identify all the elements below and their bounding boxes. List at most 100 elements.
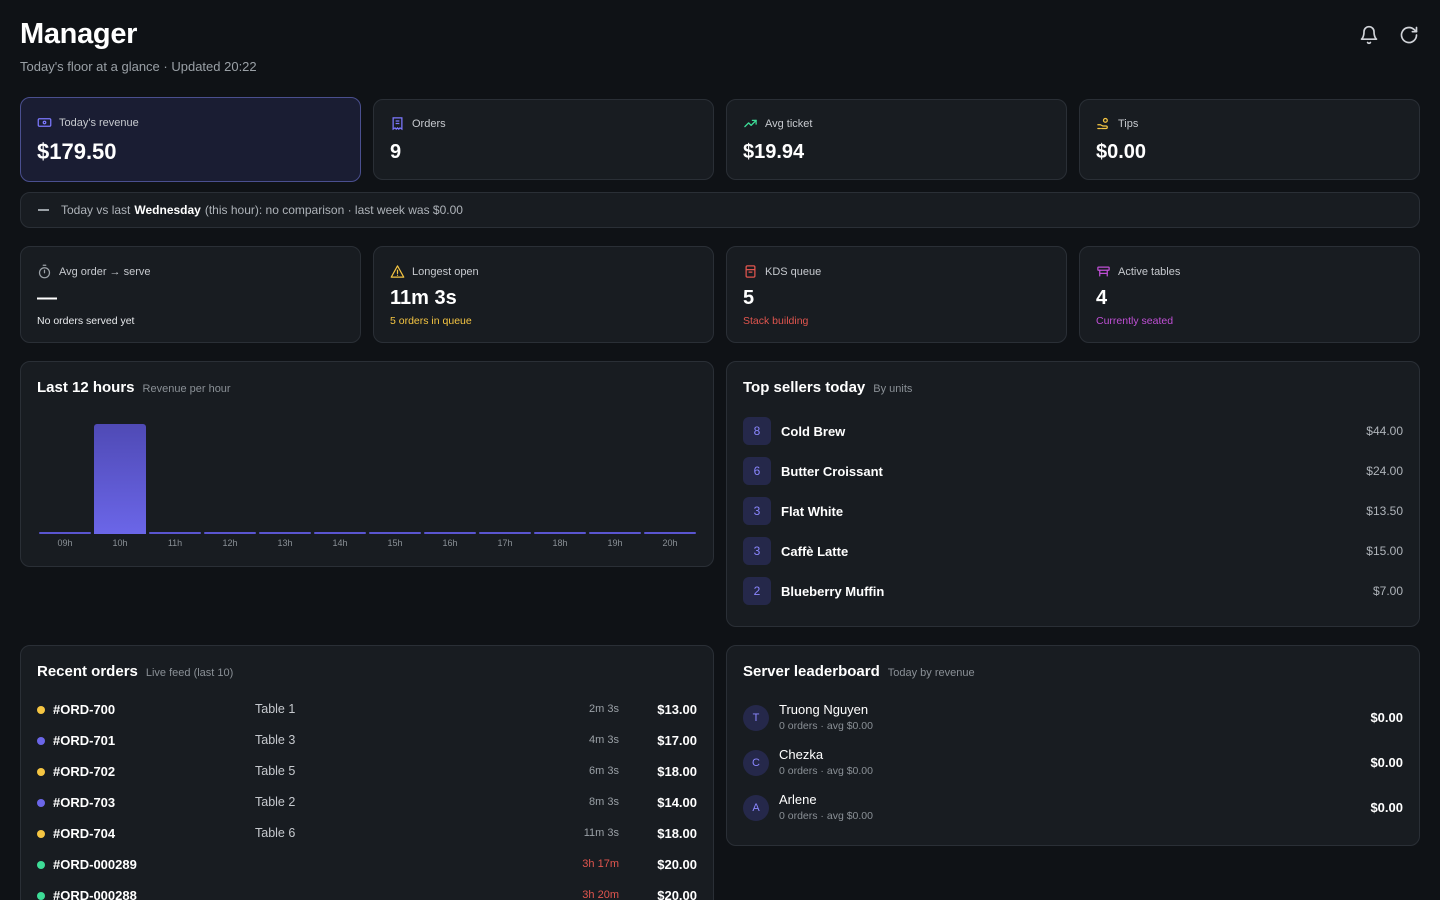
stat-label-text: Longest open — [412, 265, 479, 278]
stat-value: 9 — [390, 141, 402, 163]
bar-16h[interactable] — [424, 422, 476, 534]
stat-card-revenue[interactable]: Today's revenue $179.50 — [20, 97, 361, 182]
leaderboard-subtitle: Today by revenue — [887, 667, 975, 679]
bar-14h[interactable] — [314, 422, 366, 534]
seller-row[interactable]: 2 Blueberry Muffin $7.00 — [743, 577, 1403, 605]
panel-title: Last 12 hours Revenue per hour — [37, 379, 231, 396]
receipt-icon — [392, 117, 403, 131]
panel-title: Recent orders Live feed (last 10) — [37, 663, 233, 680]
server-leaderboard-panel: Server leaderboard Today by revenue T Tr… — [726, 645, 1420, 846]
server-row[interactable]: C Chezka 0 orders · avg $0.00 $0.00 — [743, 747, 1403, 781]
order-age: 3h 20m — [582, 889, 619, 900]
order-amount: $17.00 — [657, 733, 697, 748]
bar-09h[interactable] — [39, 422, 91, 534]
panel-title: Top sellers today By units — [743, 379, 912, 396]
order-row[interactable]: #ORD-703 Table 2 8m 3s $14.00 — [37, 793, 697, 813]
bar-15h[interactable] — [369, 422, 421, 534]
seller-name: Blueberry Muffin — [781, 583, 885, 599]
status-dot — [37, 892, 45, 900]
bar-fill — [589, 532, 641, 534]
page-header: Manager Today's floor at a glance · Upda… — [20, 18, 1420, 82]
x-tick-label: 17h — [497, 538, 513, 548]
order-id: #ORD-000289 — [53, 857, 137, 872]
order-row[interactable]: #ORD-000288 3h 20m $20.00 — [37, 886, 697, 900]
bar-13h[interactable] — [259, 422, 311, 534]
bar-fill — [94, 424, 146, 534]
seller-row[interactable]: 6 Butter Croissant $24.00 — [743, 457, 1403, 485]
order-row[interactable]: #ORD-702 Table 5 6m 3s $18.00 — [37, 762, 697, 782]
recent-orders-title: Recent orders — [37, 663, 138, 680]
bar-fill — [149, 532, 201, 534]
bar-18h[interactable] — [534, 422, 586, 534]
order-amount: $18.00 — [657, 826, 697, 841]
bar-19h[interactable] — [589, 422, 641, 534]
server-stats: 0 orders · avg $0.00 — [779, 765, 873, 777]
stat-card-active-tables[interactable]: Active tables 4 Currently seated — [1079, 246, 1420, 343]
stat-card-kds-queue[interactable]: KDS queue 5 Stack building — [726, 246, 1067, 343]
stat-label: Today's revenue — [37, 115, 139, 130]
revenue-chart-panel: Last 12 hours Revenue per hour 09h 10h 11h… — [20, 361, 714, 567]
order-age: 8m 3s — [589, 796, 619, 808]
stat-note: Stack building — [743, 315, 809, 327]
bar-20h[interactable] — [644, 422, 696, 534]
bar-12h[interactable] — [204, 422, 256, 534]
order-table: Table 6 — [255, 826, 296, 840]
recent-orders-subtitle: Live feed (last 10) — [145, 667, 234, 679]
chart-title: Last 12 hours — [37, 379, 135, 396]
status-dot — [37, 861, 45, 869]
bar-11h[interactable] — [149, 422, 201, 534]
bar-fill — [204, 532, 256, 534]
status-dot — [37, 799, 45, 807]
stat-label: Avg ticket — [743, 116, 813, 131]
units-badge: 2 — [743, 577, 771, 605]
recent-orders-panel: Recent orders Live feed (last 10) #ORD-7… — [20, 645, 714, 900]
bell-icon — [1360, 25, 1378, 45]
stat-label-text: Tips — [1118, 117, 1139, 130]
order-row[interactable]: #ORD-000289 3h 17m $20.00 — [37, 855, 697, 875]
cash-icon — [37, 118, 52, 127]
seller-amount: $7.00 — [1372, 584, 1403, 598]
comparison-prefix: Today vs last — [61, 203, 131, 217]
table-icon — [1097, 266, 1110, 277]
bar-10h[interactable] — [94, 422, 146, 534]
dash-icon — [38, 209, 49, 211]
status-dot — [37, 706, 45, 714]
server-name: Chezka — [779, 747, 824, 762]
status-dot — [37, 737, 45, 745]
units-badge: 8 — [743, 417, 771, 445]
order-age: 3h 17m — [582, 858, 619, 870]
order-age: 4m 3s — [589, 734, 619, 746]
seller-amount: $13.50 — [1366, 504, 1403, 518]
stat-label-text: Active tables — [1118, 265, 1181, 278]
stat-note: No orders served yet — [37, 315, 135, 327]
x-tick-label: 15h — [387, 538, 403, 548]
stat-card-longest-open[interactable]: Longest open 11m 3s 5 orders in queue — [373, 246, 714, 343]
seller-row[interactable]: 3 Flat White $13.50 — [743, 497, 1403, 525]
order-row[interactable]: #ORD-700 Table 1 2m 3s $13.00 — [37, 700, 697, 720]
stat-card-tips[interactable]: Tips $0.00 — [1079, 99, 1420, 180]
seller-row[interactable]: 8 Cold Brew $44.00 — [743, 417, 1403, 445]
x-tick-label: 19h — [607, 538, 623, 548]
order-row[interactable]: #ORD-701 Table 3 4m 3s $17.00 — [37, 731, 697, 751]
refresh-icon — [1400, 26, 1418, 44]
notifications-button[interactable] — [1358, 24, 1380, 46]
order-age: 6m 3s — [589, 765, 619, 777]
stat-label: Tips — [1096, 116, 1138, 131]
server-row[interactable]: A Arlene 0 orders · avg $0.00 $0.00 — [743, 792, 1403, 826]
kds-icon — [745, 265, 756, 278]
bar-fill — [39, 532, 91, 534]
stat-label-text: KDS queue — [765, 265, 822, 278]
seller-amount: $24.00 — [1366, 464, 1403, 478]
refresh-button[interactable] — [1398, 24, 1420, 46]
stat-card-avg-ticket[interactable]: Avg ticket $19.94 — [726, 99, 1067, 180]
order-row[interactable]: #ORD-704 Table 6 11m 3s $18.00 — [37, 824, 697, 844]
stat-value: $0.00 — [1096, 141, 1147, 163]
order-amount: $13.00 — [657, 702, 697, 717]
order-id: #ORD-000288 — [53, 888, 137, 900]
server-row[interactable]: T Truong Nguyen 0 orders · avg $0.00 $0.… — [743, 702, 1403, 736]
stat-card-orders[interactable]: Orders 9 — [373, 99, 714, 180]
seller-row[interactable]: 3 Caffè Latte $15.00 — [743, 537, 1403, 565]
top-sellers-title: Top sellers today — [743, 379, 866, 396]
stat-card-avg-serve[interactable]: Avg order → serve — No orders served yet — [20, 246, 361, 343]
bar-17h[interactable] — [479, 422, 531, 534]
